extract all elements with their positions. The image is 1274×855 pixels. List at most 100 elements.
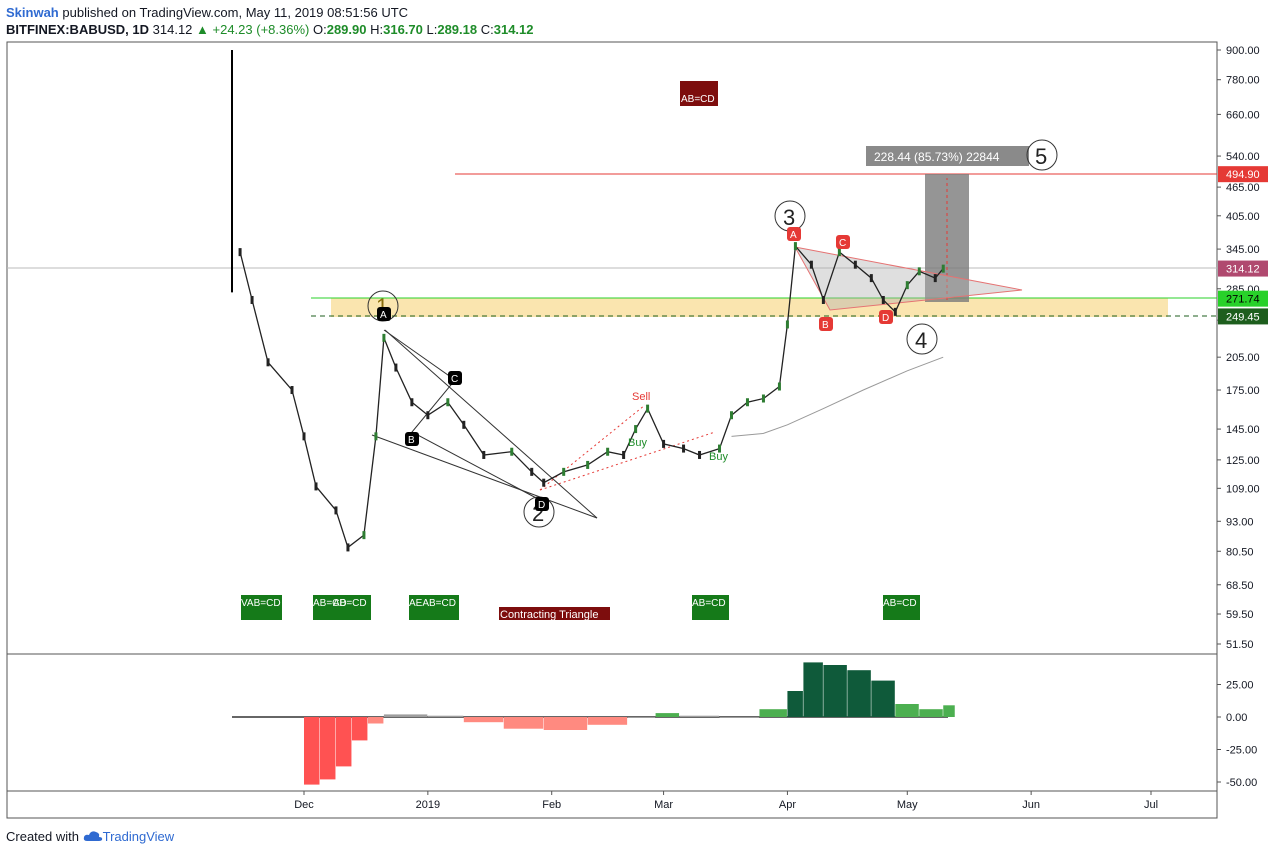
candle-13: [426, 411, 430, 420]
candle-28: [698, 450, 702, 459]
candle-43: [905, 281, 909, 290]
candle-44: [917, 267, 921, 276]
footer: Created with TradingView: [6, 829, 174, 844]
hist-tick-label-0: 25.00: [1226, 680, 1254, 692]
candle-30: [729, 411, 733, 420]
histogram-bar-17: [803, 662, 823, 717]
histogram-bar-11: [627, 717, 656, 718]
candle-12: [410, 398, 414, 407]
tradingview-logo[interactable]: TradingView: [83, 829, 175, 844]
pattern-label-1: VAB=CD: [241, 598, 281, 609]
svg-text:B: B: [408, 435, 415, 446]
candle-3: [290, 386, 294, 395]
open-value: 289.90: [326, 22, 367, 37]
triangle-lower-line: [539, 431, 716, 491]
price-label-bg-0: [1218, 166, 1268, 183]
point-D-black: D: [535, 497, 549, 511]
histogram-bar-8: [503, 717, 544, 729]
moving-average-line: [731, 356, 944, 437]
candle-16: [482, 450, 486, 459]
point-A-black: A: [377, 307, 391, 321]
price-change: ▲ +24.23 (+8.36%): [196, 22, 310, 37]
histogram-bar-2: [335, 717, 352, 767]
price-tick-label-5: 405.00: [1226, 211, 1260, 223]
candle-38: [837, 248, 841, 257]
author-name[interactable]: Skinwah: [6, 5, 59, 20]
pattern-label-3: AEAB=CD: [409, 598, 456, 609]
tradingview-brand: TradingView: [102, 829, 175, 844]
svg-text:B: B: [822, 320, 829, 331]
candle-21: [586, 460, 590, 469]
time-tick-label-0: Dec: [294, 799, 314, 811]
contracting-triangle: [794, 246, 1023, 311]
svg-text:5: 5: [1035, 144, 1047, 169]
histogram-bar-3: [351, 717, 368, 741]
svg-text:4: 4: [915, 328, 927, 353]
histogram-bar-13: [679, 715, 720, 717]
candle-27: [682, 444, 686, 453]
buy-signal-1: Buy: [628, 437, 647, 449]
publish-info: published on TradingView.com, May 11, 20…: [62, 5, 409, 20]
sell-signal: Sell: [632, 391, 650, 403]
point-C-red: C: [836, 235, 850, 249]
symbol: BITFINEX:BABUSD, 1D: [6, 22, 150, 37]
price-labels: 494.90 314.12 271.74 249.45: [1218, 166, 1268, 325]
candle-37: [821, 295, 825, 304]
wedge-upper-line: [384, 329, 598, 519]
price-label-3: 249.45: [1226, 311, 1260, 323]
pattern-box-top: [680, 81, 718, 106]
candle-23: [622, 450, 626, 459]
price-tick-label-16: 68.50: [1226, 580, 1254, 592]
low-label: L:: [426, 22, 438, 37]
price-tick-label-18: 51.50: [1226, 639, 1254, 651]
publish-line: Skinwah published on TradingView.com, Ma…: [6, 5, 408, 20]
histogram-bar-0: [304, 717, 320, 785]
histogram-bar-12: [655, 713, 680, 717]
histogram-bar-19: [847, 670, 871, 717]
price-tick-label-6: 345.00: [1226, 244, 1260, 256]
histogram-bar-23: [943, 705, 955, 717]
histogram-bar-4: [367, 717, 384, 724]
wave-4: 4: [906, 323, 938, 355]
point-B-red: B: [819, 317, 833, 331]
candle-26: [662, 439, 666, 448]
price-label-bg-2: [1218, 290, 1268, 307]
pattern-label-4: AB=CD: [692, 598, 726, 609]
candle-0: [238, 248, 242, 257]
svg-text:A: A: [790, 230, 797, 241]
histogram-bar-16: [787, 691, 803, 717]
main-pane-frame: [6, 41, 1218, 655]
price-label-2: 271.74: [1226, 294, 1260, 306]
candle-9: [374, 432, 378, 441]
svg-text:D: D: [538, 500, 545, 511]
candle-20: [562, 467, 566, 476]
hist-tick-label-1: 0.00: [1226, 712, 1247, 724]
histogram-bar-22: [919, 709, 943, 717]
candle-6: [334, 506, 338, 515]
candle-14: [446, 398, 450, 407]
candle-18: [530, 467, 534, 476]
candle-45: [933, 274, 937, 283]
svg-text:D: D: [882, 313, 889, 324]
candle-19: [542, 478, 546, 487]
abcd-pattern-lines: [383, 329, 541, 501]
close-label: C:: [480, 22, 494, 37]
time-tick-label-4: Apr: [779, 799, 796, 811]
price-tick-label-10: 175.00: [1226, 385, 1260, 397]
candle-1: [250, 295, 254, 304]
close-value: 314.12: [493, 22, 534, 37]
candle-22: [606, 447, 610, 456]
candle-24: [634, 425, 638, 434]
point-C-black: C: [448, 371, 462, 385]
histogram-bar-10: [587, 717, 628, 725]
candle-15: [462, 420, 466, 429]
svg-text:C: C: [839, 238, 846, 249]
point-B-black: B: [405, 432, 419, 446]
price-series: [231, 50, 945, 552]
price-tick-label-2: 660.00: [1226, 109, 1260, 121]
candle-34: [785, 320, 789, 329]
pattern-box-3: [409, 595, 459, 620]
candle-40: [869, 274, 873, 283]
candle-32: [761, 394, 765, 403]
